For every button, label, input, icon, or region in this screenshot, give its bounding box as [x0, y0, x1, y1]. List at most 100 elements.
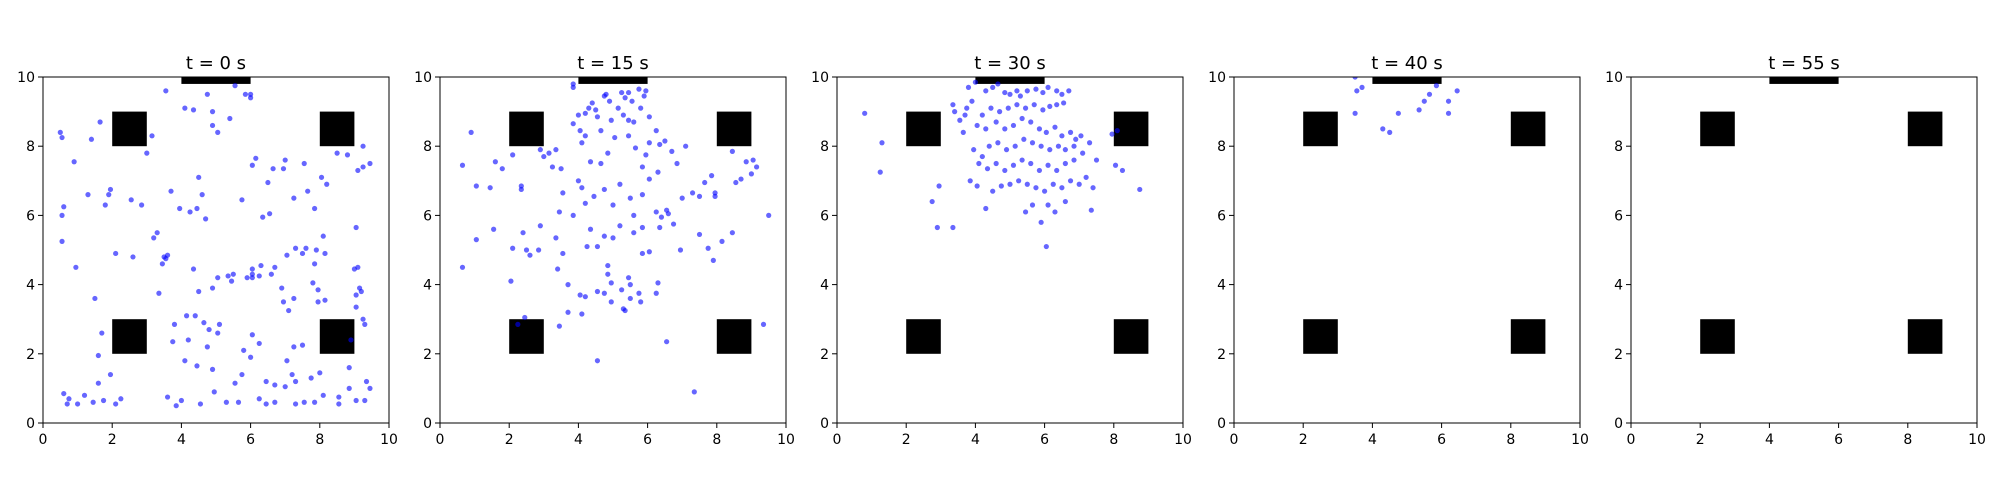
agent-point [1416, 107, 1422, 113]
agent-point [1352, 77, 1358, 80]
agent-point [612, 134, 618, 141]
y-tick-label: 8 [1217, 139, 1226, 155]
agent-point [223, 399, 229, 405]
agent-point [144, 150, 150, 156]
agent-point [336, 394, 342, 400]
agent-point [570, 121, 576, 127]
agent-point [249, 266, 255, 272]
x-tick-label: 6 [643, 432, 652, 448]
agent-point [1073, 136, 1079, 142]
obstacle [1510, 111, 1546, 147]
agent-point [248, 354, 254, 360]
agent-point [1007, 181, 1013, 187]
agent-point [227, 115, 233, 122]
x-tick-label: 0 [436, 432, 445, 448]
agent-point [582, 133, 588, 139]
agent-point [289, 371, 295, 378]
agent-point [190, 107, 197, 113]
obstacle [716, 319, 752, 354]
subplot-3: t = 40 s 0 2 4 6 8 10 0 2 4 6 8 10 [1208, 53, 1589, 448]
agent-point [1014, 88, 1020, 94]
axes-frame [1233, 76, 1581, 424]
y-tick-label: 10 [1605, 70, 1623, 86]
agent-point [995, 140, 1001, 146]
agent-point [967, 178, 973, 184]
agent-point [620, 112, 626, 118]
agent-point [99, 330, 105, 336]
agent-point [1080, 150, 1086, 156]
agent-point [1022, 105, 1029, 111]
agent-point [556, 323, 562, 329]
x-tick-label: 10 [1968, 432, 1986, 448]
agent-point [256, 340, 262, 347]
agent-point [301, 399, 307, 405]
agent-point [606, 98, 613, 104]
agent-point [1109, 131, 1115, 137]
agent-point [1028, 119, 1034, 125]
agent-point [1021, 136, 1027, 142]
agent-point [355, 167, 361, 174]
subplot-title: t = 30 s [974, 53, 1046, 74]
agent-point [344, 152, 351, 158]
agent-point [182, 105, 188, 111]
agent-point [1019, 115, 1025, 122]
obstacle [319, 319, 355, 354]
agent-point [1083, 174, 1089, 180]
agent-point [674, 160, 680, 167]
subplot-title: t = 0 s [186, 53, 246, 74]
agent-point [215, 275, 221, 281]
agent-point [1010, 122, 1017, 129]
agent-point [299, 342, 306, 348]
agent-point [608, 117, 614, 123]
agent-point [591, 193, 597, 199]
agent-point [57, 129, 63, 135]
agent-point [346, 365, 352, 371]
agent-point [268, 271, 274, 277]
agent-point [605, 150, 611, 156]
agent-point [575, 112, 582, 118]
agent-point [197, 401, 204, 407]
agent-point [318, 174, 325, 180]
agent-point [615, 105, 621, 111]
agent-point [605, 271, 611, 277]
y-tick-label: 4 [1217, 278, 1226, 294]
agent-point [163, 88, 169, 94]
agent-point [990, 188, 996, 194]
agent-point [934, 224, 940, 231]
agent-point [1062, 198, 1068, 205]
agent-point [73, 264, 79, 270]
agent-point [560, 190, 566, 196]
agent-point [305, 188, 311, 194]
obstacle [509, 111, 544, 147]
agent-point [59, 212, 65, 218]
agent-point [187, 209, 193, 215]
agent-point [601, 186, 607, 193]
agent-point [638, 105, 644, 111]
agent-point [598, 160, 604, 167]
obstacle [1907, 111, 1943, 147]
agent-point [1016, 178, 1022, 184]
agent-point [85, 192, 91, 198]
agent-point [1050, 181, 1056, 187]
agent-point [515, 321, 521, 327]
y-tick-label: 8 [26, 139, 35, 155]
obstacle [906, 111, 941, 147]
plot-area [459, 77, 772, 395]
agent-point [622, 95, 628, 101]
agent-point [995, 81, 1001, 87]
agent-point [729, 230, 735, 236]
agent-point [199, 192, 205, 198]
y-tick-label: 0 [423, 416, 432, 432]
agent-point [263, 401, 269, 407]
agent-point [215, 330, 221, 336]
agent-point [719, 238, 725, 244]
agent-point [177, 205, 183, 212]
agent-point [491, 226, 497, 232]
obstacle [975, 77, 1045, 84]
agent-point [258, 262, 264, 269]
agent-point [239, 371, 245, 378]
agent-point [1076, 181, 1082, 187]
agent-point [272, 399, 278, 405]
agent-point [638, 299, 644, 305]
agent-point [617, 223, 623, 229]
